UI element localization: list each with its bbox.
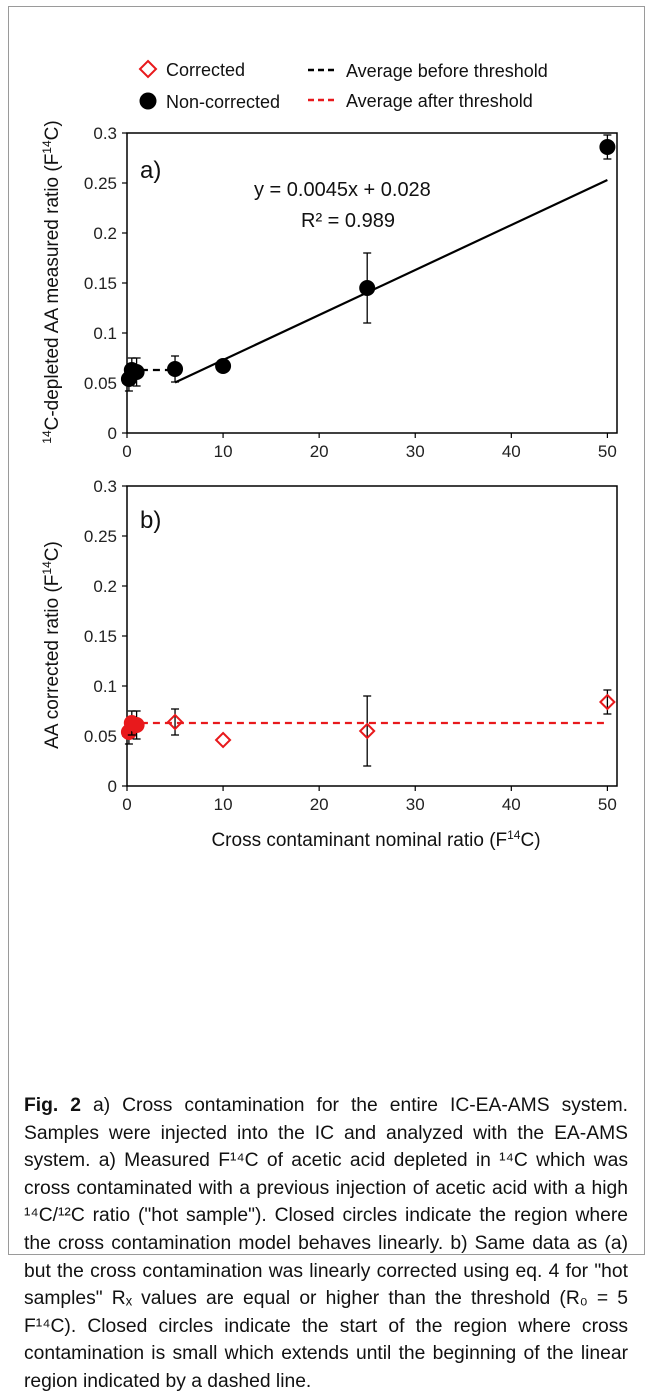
y-axis-title-a: 14C-depleted AA measured ratio (F14C) [40,120,63,443]
data-point [128,364,145,380]
legend-corrected-label: Corrected [166,60,245,80]
x-tick-label: 50 [598,442,617,461]
x-tick-label: 30 [406,442,425,461]
data-point [598,693,616,711]
y-tick-label: 0 [108,424,117,443]
caption-text: a) Cross contamination for the entire IC… [24,1095,628,1392]
y-tick-label: 0.15 [84,627,117,646]
y-tick-label: 0 [108,777,117,796]
y-tick-label: 0.1 [93,324,117,343]
caption-fig-label: Fig. 2 [24,1095,81,1116]
data-point [167,361,184,377]
x-tick-label: 30 [406,795,425,814]
data-point [166,713,184,731]
legend: Corrected Non-corrected Average before t… [138,59,548,112]
plot-area-b [126,485,618,787]
x-axis-title: Cross contaminant nominal ratio (F14C) [211,828,540,851]
y-tick-label: 0.2 [93,577,117,596]
x-tick-label: 10 [214,795,233,814]
x-tick-label: 50 [598,795,617,814]
x-tick-label: 20 [310,795,329,814]
fit-r2: R² = 0.989 [301,210,395,232]
data-point [128,717,145,733]
y-tick-label: 0.1 [93,677,117,696]
x-tick-label: 10 [214,442,233,461]
y-tick-label: 0.25 [84,174,117,193]
legend-noncorrected-marker [139,92,157,110]
y-tick-label: 0.05 [84,727,117,746]
y-tick-label: 0.15 [84,274,117,293]
data-point [214,731,232,749]
data-point [599,139,616,155]
x-tick-label: 0 [122,442,131,461]
figure-svg: Corrected Non-corrected Average before t… [40,59,618,851]
figure-frame [8,6,645,1255]
y-tick-label: 0.2 [93,224,117,243]
y-axis-title-b: AA corrected ratio (F14C) [40,541,63,749]
figure-caption: Fig. 2 a) Cross contamination for the en… [24,1092,628,1396]
y-tick-label: 0.3 [93,477,117,496]
x-tick-label: 0 [122,795,131,814]
x-tick-label: 20 [310,442,329,461]
chart-panel-b: 0 0.05 0.1 0.15 0.2 0.25 0.3 0 10 20 30 40 50 b) AA … [40,477,618,851]
fit-equation: y = 0.0045x + 0.028 [254,179,431,201]
data-point [358,722,376,740]
fit-line [174,179,608,384]
legend-avg-before-label: Average before threshold [346,61,548,81]
panel-label-b: b) [140,507,161,534]
data-point [359,280,376,296]
x-tick-label: 40 [502,795,521,814]
legend-avg-after-label: Average after threshold [346,91,533,111]
y-tick-label: 0.05 [84,374,117,393]
legend-corrected-marker [138,59,158,79]
panel-label-a: a) [140,157,161,184]
data-point [215,358,232,374]
chart-panel-a: 0 0.05 0.1 0.15 0.2 0.25 0.3 0 10 20 30 40 50 a) y =… [40,120,618,461]
x-tick-label: 40 [502,442,521,461]
legend-noncorrected-label: Non-corrected [166,92,280,112]
y-tick-label: 0.3 [93,124,117,143]
y-tick-label: 0.25 [84,527,117,546]
